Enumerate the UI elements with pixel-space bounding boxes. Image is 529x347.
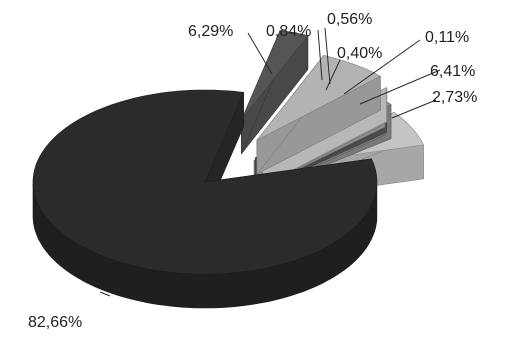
slice-label: 82,66% bbox=[28, 314, 82, 331]
leader-line bbox=[247, 32, 273, 75]
leader-line bbox=[359, 69, 441, 105]
leader-line bbox=[343, 39, 421, 95]
slice-label: 2,73% bbox=[432, 89, 477, 106]
slice-label: 0,40% bbox=[337, 45, 382, 62]
pie-slices bbox=[32, 30, 425, 309]
slice-label: 6,29% bbox=[188, 23, 233, 40]
leader-line bbox=[317, 29, 323, 81]
pie-slice bbox=[241, 30, 309, 155]
leader-line bbox=[99, 291, 111, 297]
slice-label: 0,56% bbox=[327, 11, 372, 28]
slice-label: 0,84% bbox=[266, 23, 311, 40]
pie-slice bbox=[32, 89, 378, 309]
slice-labels: 82,66% 6,29% 0,84% 0,56% 0,40% 0,11% 6,41% 2,73… bbox=[28, 11, 477, 331]
leader-line bbox=[324, 27, 331, 85]
slice-label: 0,11% bbox=[425, 29, 469, 46]
leader-lines bbox=[99, 27, 441, 297]
pie-slice bbox=[256, 54, 382, 175]
leader-line bbox=[391, 99, 437, 119]
slice-label: 6,41% bbox=[430, 63, 475, 80]
leader-line bbox=[325, 59, 341, 91]
